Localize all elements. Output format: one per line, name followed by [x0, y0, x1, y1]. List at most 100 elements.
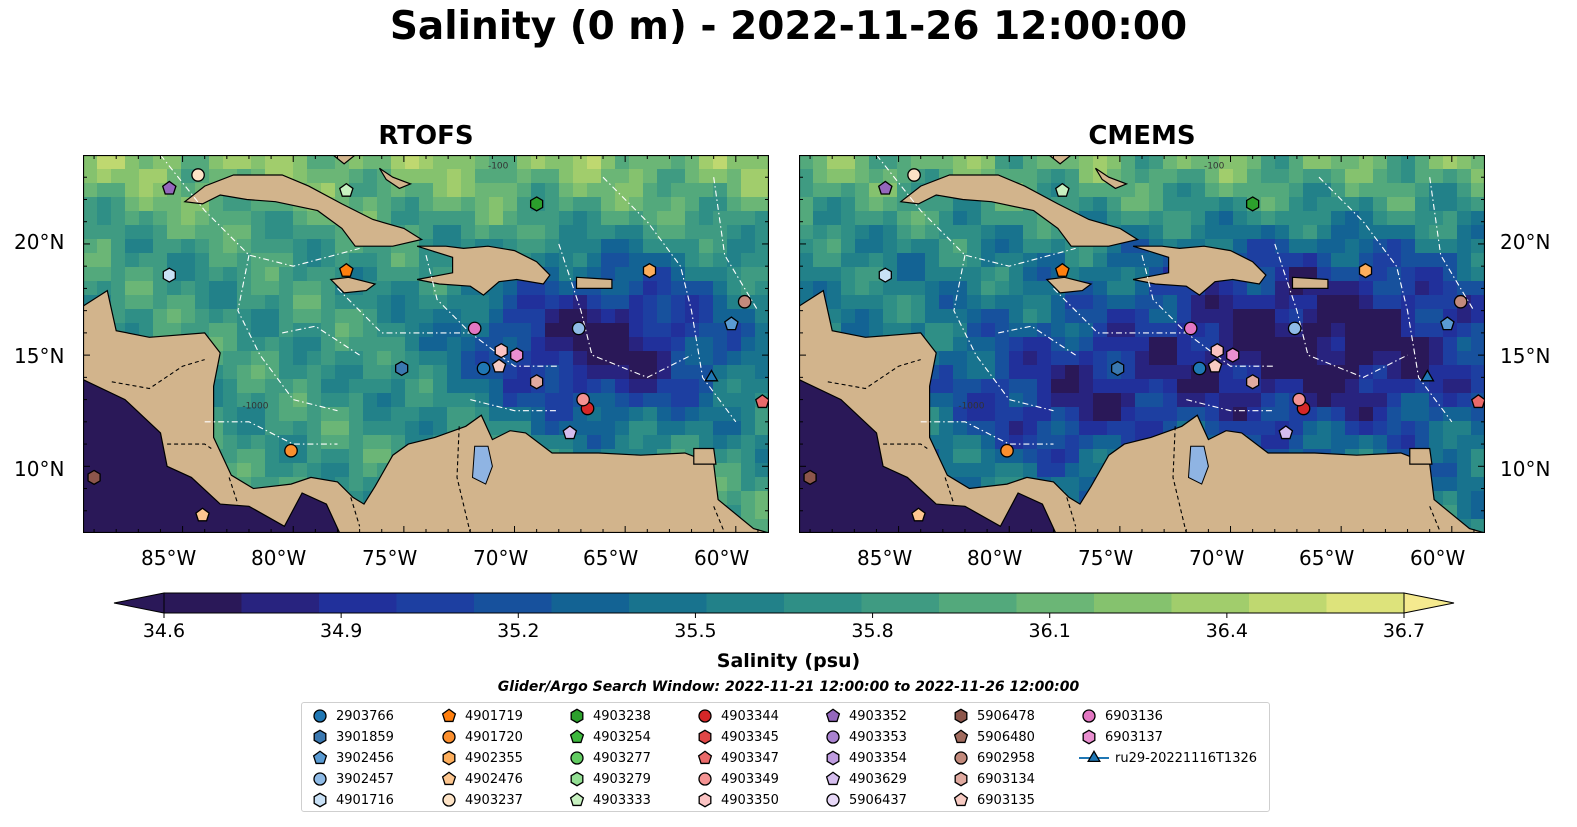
legend-item-label: 4903354	[849, 750, 907, 766]
lat-tick-right: 10°N	[1500, 457, 1551, 481]
legend-marker	[312, 750, 328, 765]
land-jamaica	[329, 276, 377, 294]
contour-label: -100	[488, 161, 509, 171]
legend-marker	[1082, 729, 1096, 745]
float-4903238	[1245, 196, 1260, 212]
legend-item-label: 6903137	[1105, 729, 1163, 745]
colorbar-segment	[629, 593, 708, 613]
legend-item-label: 4903238	[593, 708, 651, 724]
float-6903134	[1245, 374, 1260, 390]
colorbar-segment	[164, 593, 243, 613]
legend-item: 5906478	[951, 706, 1035, 726]
legend-marker	[826, 750, 840, 766]
legend-item: 4902355	[439, 748, 523, 768]
legend-item-label: 5906480	[977, 729, 1035, 745]
legend-marker	[953, 729, 969, 744]
float-6903135	[491, 358, 507, 373]
legend-item-label: 4903347	[721, 750, 779, 766]
colorbar-tick-label: 34.9	[319, 620, 363, 642]
legend-marker-icon	[313, 729, 327, 745]
lon-tick: 65°W	[1299, 546, 1355, 570]
colorbar-segment	[784, 593, 863, 613]
legend-marker-icon	[826, 750, 840, 766]
lon-tick: 75°W	[362, 546, 418, 570]
land-bahamas1	[332, 155, 357, 165]
land-puertorico	[1291, 276, 1329, 289]
pacific-ocean	[799, 378, 1057, 533]
colorbar-tick-label: 35.5	[674, 620, 717, 642]
colorbar-segment	[861, 593, 940, 613]
float-5906478	[803, 469, 817, 486]
lon-tick: 75°W	[1078, 546, 1134, 570]
legend-marker-icon	[570, 771, 584, 787]
float-3901859	[1110, 360, 1125, 377]
legend-marker-icon	[698, 792, 712, 808]
lon-tick: 80°W	[251, 546, 307, 570]
lon-tick: 60°W	[694, 546, 750, 570]
legend-marker	[826, 793, 840, 807]
float-3902456	[724, 316, 739, 331]
float-6902958	[1453, 294, 1468, 309]
colorbar-segment	[939, 593, 1018, 613]
legend-item-label: 4903350	[721, 792, 779, 808]
legend-marker	[570, 751, 584, 765]
float-5906478	[87, 469, 101, 486]
float-2903766	[476, 361, 491, 376]
legend-marker	[313, 792, 327, 808]
legend-marker-icon	[1082, 709, 1096, 723]
legend-item-label: 2903766	[336, 708, 394, 724]
land-hispaniola	[416, 245, 551, 296]
colorbar-extend-low	[113, 592, 165, 614]
legend-marker-icon	[825, 771, 841, 786]
land-cuba	[183, 174, 424, 247]
land-cuba	[899, 174, 1140, 247]
float-4901720	[1000, 443, 1014, 458]
colorbar-segment	[551, 593, 630, 613]
lon-tick: 85°W	[857, 546, 913, 570]
legend-item-label: 4903277	[593, 750, 651, 766]
legend-marker-icon	[826, 730, 840, 744]
colorbar-segment	[396, 593, 475, 613]
legend-item-label: 4903344	[721, 708, 779, 724]
panel-title-rtofs: RTOFS	[378, 121, 474, 151]
legend-marker-icon	[312, 750, 328, 765]
float-ru29-20221116T1326	[1420, 369, 1435, 382]
float-6903134	[529, 374, 544, 390]
legend-item-label: 3902457	[336, 771, 394, 787]
float-4901716	[878, 267, 892, 283]
legend-marker-icon	[441, 771, 457, 786]
colorbar-tick-label: 35.8	[851, 620, 894, 642]
legend-item-label: 6902958	[977, 750, 1035, 766]
colorbar-segment	[1016, 593, 1095, 613]
legend-item: 4901716	[310, 790, 394, 810]
colorbar-segment	[706, 593, 785, 613]
legend-marker	[570, 708, 584, 724]
legend-marker	[313, 709, 327, 723]
legend-item-label: 4903349	[721, 771, 779, 787]
float-6903137	[1226, 347, 1240, 363]
legend-item: 4903238	[567, 706, 651, 726]
legend-marker	[313, 772, 327, 786]
colorbar-segment	[1249, 593, 1328, 613]
legend-item: 4903349	[695, 769, 779, 789]
map-cmems: -100 -1000	[799, 155, 1485, 533]
legend-marker-icon	[1082, 729, 1096, 745]
float-4903352	[877, 180, 893, 195]
legend-marker	[698, 792, 712, 808]
panel-title-cmems: CMEMS	[1088, 121, 1196, 151]
lon-tick: 85°W	[141, 546, 197, 570]
legend-marker	[954, 771, 968, 787]
legend-item: 4901720	[439, 727, 523, 747]
float-ru29-20221116T1326	[704, 369, 719, 382]
legend-marker	[442, 730, 456, 744]
legend-item-label: 4901719	[465, 708, 523, 724]
legend-marker-icon	[570, 751, 584, 765]
float-4903350	[494, 342, 508, 359]
legend-marker	[313, 729, 327, 745]
colorbar-segment	[241, 593, 320, 613]
legend-item-label: 5906478	[977, 708, 1035, 724]
legend-marker	[825, 771, 841, 786]
float-4903629	[1278, 425, 1294, 440]
lat-tick-left: 10°N	[14, 457, 65, 481]
legend-marker	[1087, 749, 1101, 763]
